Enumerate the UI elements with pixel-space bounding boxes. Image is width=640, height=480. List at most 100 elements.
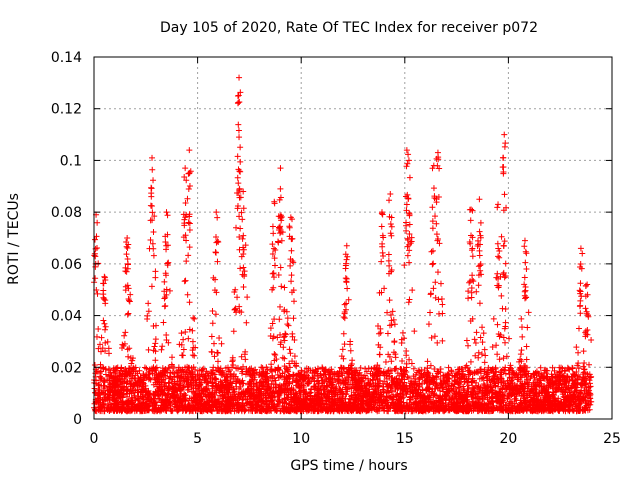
data-point bbox=[101, 320, 108, 327]
data-point bbox=[340, 330, 347, 337]
data-point bbox=[244, 294, 251, 301]
data-point bbox=[500, 269, 507, 276]
data-point bbox=[199, 366, 206, 373]
data-point bbox=[144, 316, 151, 323]
data-point bbox=[185, 335, 192, 342]
data-point bbox=[181, 278, 188, 285]
data-point bbox=[287, 350, 294, 357]
data-point bbox=[433, 220, 440, 227]
data-point bbox=[162, 302, 169, 309]
data-point bbox=[388, 358, 395, 365]
data-point bbox=[243, 319, 250, 326]
data-point bbox=[175, 364, 182, 371]
data-point bbox=[98, 348, 105, 355]
data-point bbox=[147, 202, 154, 209]
data-point bbox=[573, 344, 580, 351]
data-point bbox=[159, 343, 166, 350]
data-point bbox=[288, 247, 295, 254]
data-point bbox=[269, 241, 276, 248]
data-point bbox=[399, 329, 406, 336]
data-point bbox=[477, 267, 484, 274]
data-point bbox=[439, 301, 446, 308]
data-point bbox=[385, 257, 392, 264]
data-point bbox=[231, 306, 238, 313]
data-point bbox=[237, 265, 244, 272]
data-point bbox=[524, 324, 531, 331]
data-point bbox=[411, 328, 418, 335]
data-point bbox=[405, 375, 412, 382]
data-point bbox=[91, 385, 98, 392]
data-point bbox=[587, 374, 594, 381]
data-point bbox=[498, 292, 505, 299]
data-point bbox=[490, 315, 497, 322]
data-point bbox=[437, 280, 444, 287]
data-point bbox=[209, 308, 216, 315]
data-point bbox=[502, 319, 509, 326]
data-point bbox=[158, 346, 165, 353]
data-point bbox=[239, 216, 246, 223]
data-point bbox=[124, 346, 131, 353]
data-point bbox=[190, 314, 197, 321]
data-point bbox=[465, 342, 472, 349]
data-point bbox=[242, 356, 249, 363]
data-point bbox=[394, 370, 401, 377]
data-point bbox=[281, 308, 288, 315]
data-point bbox=[425, 321, 432, 328]
data-point bbox=[145, 308, 152, 315]
data-point bbox=[431, 366, 438, 373]
data-point bbox=[145, 346, 152, 353]
data-point bbox=[478, 351, 485, 358]
data-point bbox=[582, 305, 589, 312]
data-point bbox=[95, 325, 102, 332]
data-point bbox=[481, 359, 488, 366]
data-point bbox=[475, 354, 482, 361]
data-point bbox=[340, 313, 347, 320]
data-point bbox=[284, 321, 291, 328]
data-point bbox=[435, 310, 442, 317]
data-point bbox=[212, 311, 219, 318]
data-point bbox=[93, 333, 100, 340]
data-point bbox=[347, 341, 354, 348]
data-point bbox=[229, 358, 236, 365]
data-point bbox=[502, 370, 509, 377]
data-point bbox=[494, 321, 501, 328]
data-point bbox=[166, 287, 173, 294]
data-point bbox=[580, 348, 587, 355]
data-point bbox=[424, 358, 431, 365]
data-point bbox=[338, 353, 345, 360]
data-point bbox=[475, 282, 482, 289]
data-point bbox=[523, 356, 530, 363]
data-point bbox=[98, 334, 105, 341]
data-point bbox=[482, 352, 489, 359]
data-point bbox=[500, 355, 507, 362]
data-point bbox=[500, 334, 507, 341]
data-point bbox=[499, 305, 506, 312]
data-point bbox=[473, 288, 480, 295]
data-point bbox=[230, 328, 237, 335]
data-point bbox=[427, 291, 434, 298]
data-point bbox=[588, 336, 595, 343]
data-point bbox=[471, 336, 478, 343]
data-point bbox=[406, 356, 413, 363]
data-point bbox=[141, 364, 148, 371]
data-point bbox=[433, 231, 440, 238]
data-point bbox=[128, 360, 135, 367]
data-point bbox=[186, 299, 193, 306]
data-point bbox=[384, 330, 391, 337]
data-point bbox=[340, 355, 347, 362]
data-point bbox=[151, 343, 158, 350]
data-point bbox=[189, 327, 196, 334]
data-point bbox=[160, 319, 167, 326]
data-point bbox=[518, 315, 525, 322]
data-point bbox=[150, 229, 157, 236]
data-point bbox=[347, 347, 354, 354]
data-point bbox=[100, 317, 107, 324]
data-point bbox=[286, 346, 293, 353]
data-point bbox=[428, 248, 435, 255]
data-point bbox=[430, 285, 437, 292]
data-point bbox=[496, 356, 503, 363]
data-point bbox=[152, 357, 159, 364]
data-point bbox=[290, 259, 297, 266]
data-point bbox=[240, 284, 247, 291]
